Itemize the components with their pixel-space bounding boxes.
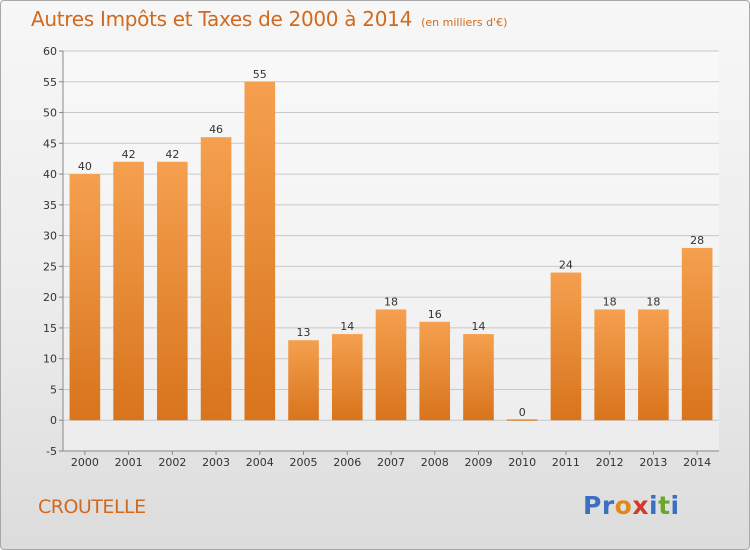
y-tick-label: 20 [43, 291, 57, 304]
value-label-2001: 42 [122, 148, 136, 161]
x-tick-label-2006: 2006 [333, 456, 361, 469]
bar-2009 [463, 334, 494, 421]
y-tick-label: 60 [43, 45, 57, 58]
x-tick-label-2012: 2012 [596, 456, 624, 469]
value-label-2005: 13 [297, 326, 311, 339]
bar-2001 [113, 161, 144, 421]
bar-2003 [200, 137, 232, 421]
x-tick-label-2007: 2007 [377, 456, 405, 469]
proxiti-logo: Proxiti [583, 491, 680, 520]
value-label-2004: 55 [253, 68, 267, 81]
chart-title: Autres Impôts et Taxes de 2000 à 2014 (e… [31, 7, 507, 31]
logo-letter: o [614, 491, 633, 520]
logo-letter: i [670, 491, 680, 520]
y-tick-label: 45 [43, 137, 57, 150]
y-tick-label: -5 [46, 445, 57, 458]
value-label-2010: 0 [519, 406, 526, 419]
value-label-2013: 18 [646, 295, 660, 308]
x-tick-label-2001: 2001 [115, 456, 143, 469]
value-label-2000: 40 [78, 160, 92, 173]
x-tick-label-2002: 2002 [158, 456, 186, 469]
bar-2011 [550, 272, 582, 421]
y-tick-label: 30 [43, 230, 57, 243]
value-label-2003: 46 [209, 123, 223, 136]
x-tick-label-2011: 2011 [552, 456, 580, 469]
chart-title-main: Autres Impôts et Taxes de 2000 à 2014 [31, 7, 412, 31]
bar-2010 [506, 419, 538, 421]
value-label-2014: 28 [690, 234, 704, 247]
value-label-2009: 14 [471, 320, 485, 333]
logo-letter: r [601, 491, 615, 520]
chart-title-unit: (en milliers d'€) [421, 16, 508, 29]
bar-2012 [594, 309, 625, 421]
logo-letter: P [583, 491, 602, 520]
x-tick-label-2005: 2005 [290, 456, 318, 469]
bar-2008 [419, 321, 451, 421]
y-tick-label: 0 [50, 414, 57, 427]
x-tick-label-2003: 2003 [202, 456, 230, 469]
value-label-2006: 14 [340, 320, 354, 333]
x-tick-label-2009: 2009 [464, 456, 492, 469]
bar-2000 [69, 174, 101, 421]
bar-2005 [288, 340, 319, 421]
x-tick-label-2000: 2000 [71, 456, 99, 469]
logo-letter: x [632, 491, 649, 520]
value-label-2002: 42 [165, 148, 179, 161]
y-tick-label: 40 [43, 168, 57, 181]
x-tick-label-2013: 2013 [639, 456, 667, 469]
bar-2013 [638, 309, 669, 421]
y-tick-label: 50 [43, 107, 57, 120]
value-label-2007: 18 [384, 295, 398, 308]
y-tick-label: 15 [43, 322, 57, 335]
y-tick-label: 55 [43, 76, 57, 89]
value-label-2012: 18 [603, 295, 617, 308]
bar-2007 [375, 309, 407, 421]
value-label-2011: 24 [559, 259, 573, 272]
bar-2002 [157, 161, 188, 421]
bar-2006 [331, 334, 363, 421]
bar-2014 [681, 247, 713, 421]
y-tick-label: 10 [43, 353, 57, 366]
bar-2004 [244, 81, 276, 421]
place-name: CROUTELLE [38, 496, 146, 518]
x-tick-label-2010: 2010 [508, 456, 536, 469]
x-tick-label-2004: 2004 [246, 456, 274, 469]
logo-letter: i [649, 491, 659, 520]
logo-letter: t [658, 491, 671, 520]
y-tick-label: 25 [43, 260, 57, 273]
x-tick-label-2008: 2008 [421, 456, 449, 469]
x-tick-label-2014: 2014 [683, 456, 711, 469]
y-tick-label: 5 [50, 383, 57, 396]
y-tick-label: 35 [43, 199, 57, 212]
value-label-2008: 16 [428, 308, 442, 321]
